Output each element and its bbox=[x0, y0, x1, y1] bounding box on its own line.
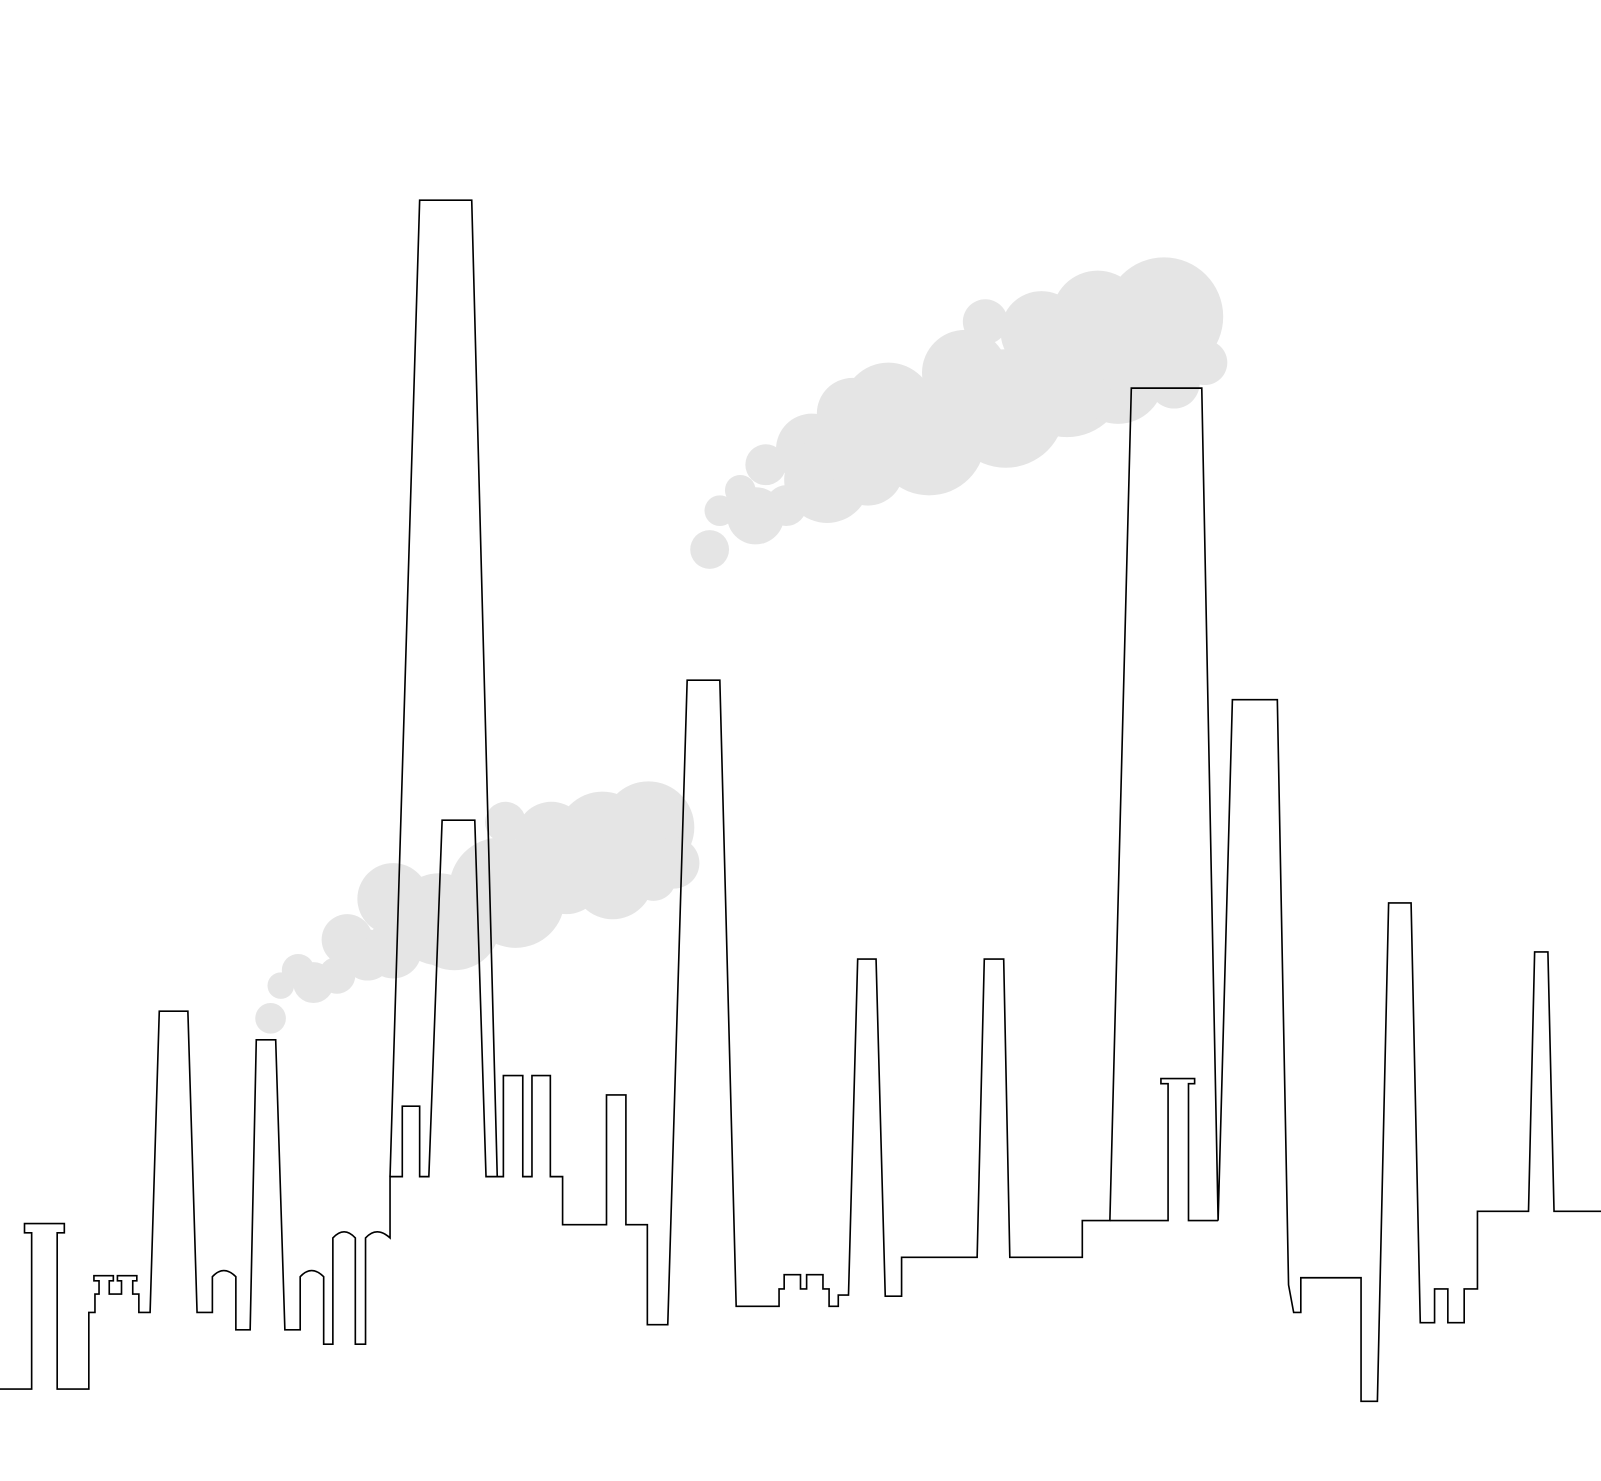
t-chimney bbox=[1109, 1077, 1219, 1222]
skyline bbox=[0, 387, 1601, 1403]
smoke-cloud-upper bbox=[690, 257, 1228, 569]
tall-chimney bbox=[389, 199, 499, 1177]
